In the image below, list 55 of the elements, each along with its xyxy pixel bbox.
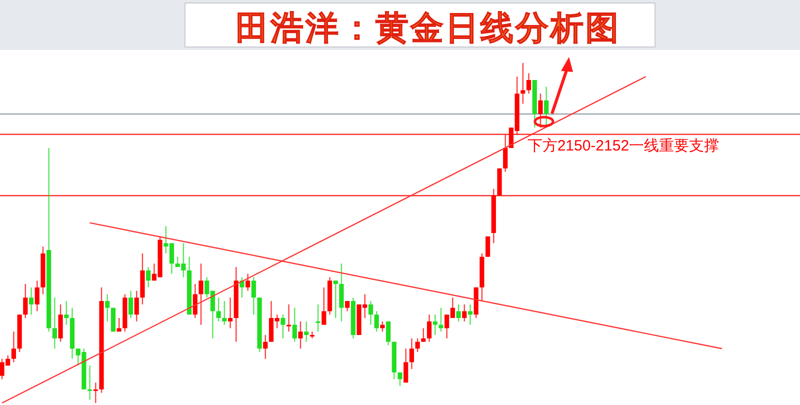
candlestick bbox=[322, 286, 326, 326]
candlestick bbox=[128, 290, 134, 319]
candlestick bbox=[240, 276, 244, 298]
candlestick bbox=[462, 304, 467, 322]
candlestick bbox=[105, 294, 110, 322]
candlestick bbox=[64, 300, 69, 326]
candlestick bbox=[52, 297, 57, 350]
candlestick bbox=[421, 328, 426, 342]
candlestick bbox=[426, 314, 432, 342]
candlestick bbox=[526, 72, 532, 94]
candlestick bbox=[538, 93, 543, 128]
candlestick bbox=[34, 280, 40, 312]
candlestick bbox=[23, 283, 28, 319]
candlestick bbox=[368, 300, 374, 326]
candlestick bbox=[468, 304, 473, 326]
candlestick bbox=[192, 283, 198, 319]
candlestick bbox=[93, 382, 98, 404]
annotation: 下方2150-2152一线重要支撑 bbox=[527, 137, 720, 154]
candlestick bbox=[316, 304, 320, 332]
candlestick bbox=[438, 307, 444, 332]
candlestick bbox=[374, 310, 379, 332]
candlestick bbox=[485, 236, 490, 258]
candlestick bbox=[404, 348, 408, 384]
candlestick bbox=[280, 314, 286, 339]
candlestick bbox=[286, 304, 292, 332]
candlestick bbox=[222, 300, 227, 326]
candlestick bbox=[304, 320, 309, 342]
candlestick bbox=[216, 297, 221, 322]
candlestick bbox=[58, 304, 63, 342]
candlestick bbox=[333, 280, 338, 319]
candlestick bbox=[310, 331, 315, 339]
candlestick bbox=[263, 334, 268, 360]
candlestick bbox=[116, 317, 122, 332]
candlestick bbox=[432, 314, 438, 336]
candlestick bbox=[398, 372, 402, 387]
candlestick bbox=[345, 300, 350, 312]
candlestick bbox=[386, 320, 391, 346]
candlestick bbox=[246, 273, 250, 292]
candlestick bbox=[198, 263, 204, 326]
candlestick bbox=[456, 304, 461, 322]
candlestick bbox=[251, 276, 256, 316]
candlestick bbox=[134, 290, 139, 322]
candlestick bbox=[292, 307, 297, 342]
candlestick bbox=[146, 266, 151, 288]
candlestick bbox=[520, 62, 526, 104]
candlestick bbox=[503, 134, 508, 172]
candlestick bbox=[409, 338, 414, 370]
candlestick bbox=[11, 331, 16, 363]
candlestick bbox=[87, 365, 92, 400]
candlestick bbox=[28, 286, 34, 316]
chart-title: 田浩洋：黄金日线分析图 bbox=[236, 9, 620, 46]
candlestick bbox=[339, 263, 344, 322]
candlestick bbox=[298, 320, 303, 350]
candlestick bbox=[415, 338, 420, 353]
candlestick bbox=[228, 297, 233, 329]
